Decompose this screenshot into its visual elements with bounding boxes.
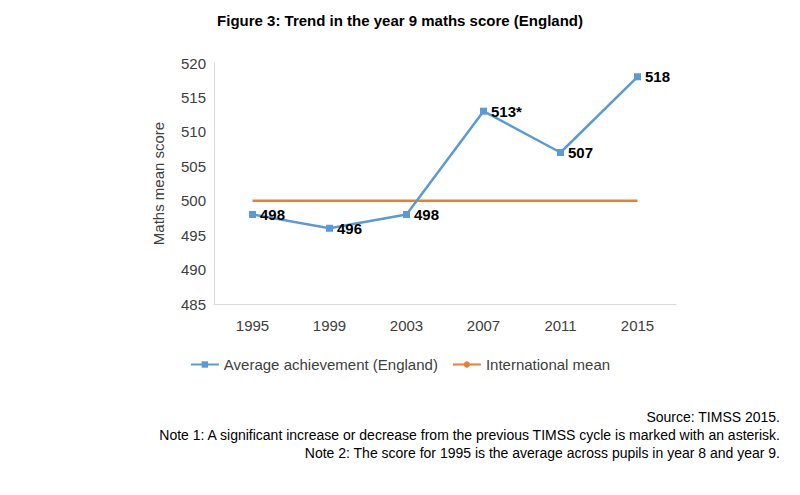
svg-text:505: 505 [181,158,206,175]
svg-text:495: 495 [181,227,206,244]
svg-text:2011: 2011 [544,317,576,334]
svg-text:498: 498 [414,206,439,223]
svg-text:1995: 1995 [236,317,269,334]
svg-text:498: 498 [260,206,285,223]
svg-text:Maths mean score: Maths mean score [150,122,167,245]
svg-text:1999: 1999 [313,317,346,334]
svg-text:2003: 2003 [390,317,423,334]
svg-text:485: 485 [181,296,206,313]
svg-text:513*: 513* [491,103,522,120]
svg-text:515: 515 [181,89,206,106]
svg-text:International mean: International mean [486,356,610,373]
svg-text:520: 520 [181,55,206,72]
svg-text:Note 2: The score for 1995 is: Note 2: The score for 1995 is the averag… [305,445,780,461]
svg-text:510: 510 [181,123,206,140]
svg-text:Figure 3: Trend in the year 9: Figure 3: Trend in the year 9 maths scor… [217,12,583,29]
svg-text:Note 1: A significant increase: Note 1: A significant increase or decrea… [159,427,780,443]
svg-text:2007: 2007 [467,317,500,334]
svg-text:490: 490 [181,261,206,278]
svg-text:496: 496 [337,220,362,237]
svg-text:507: 507 [568,144,593,161]
svg-text:Average achievement (England): Average achievement (England) [224,356,438,373]
svg-text:Source: TIMSS 2015.: Source: TIMSS 2015. [646,409,780,425]
svg-text:500: 500 [181,192,206,209]
svg-text:518: 518 [645,68,670,85]
svg-text:2015: 2015 [621,317,654,334]
